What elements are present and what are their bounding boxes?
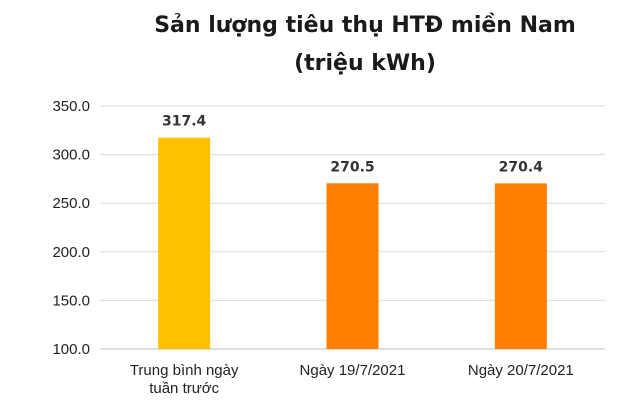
y-tick-label: 300.0	[52, 147, 90, 164]
data-label: 270.4	[499, 159, 544, 175]
bar	[326, 183, 379, 349]
y-tick-label: 250.0	[52, 195, 90, 212]
x-tick-label: Ngày 20/7/2021	[468, 362, 574, 379]
bar	[158, 137, 211, 349]
bar	[494, 183, 547, 349]
y-tick-label: 200.0	[52, 244, 90, 261]
data-label: 317.4	[162, 114, 207, 130]
x-tick-label: tuần trước	[149, 380, 219, 397]
chart-title: Sản lượng tiêu thụ HTĐ miền Nam	[154, 13, 576, 38]
data-label: 270.5	[330, 159, 374, 175]
x-tick-label: Trung bình ngày	[130, 362, 239, 379]
y-tick-label: 100.0	[52, 341, 90, 358]
chart-subtitle: (triệu kWh)	[294, 51, 436, 76]
y-tick-label: 150.0	[52, 292, 90, 309]
x-tick-label: Ngày 19/7/2021	[300, 362, 406, 379]
y-tick-label: 350.0	[52, 98, 90, 115]
